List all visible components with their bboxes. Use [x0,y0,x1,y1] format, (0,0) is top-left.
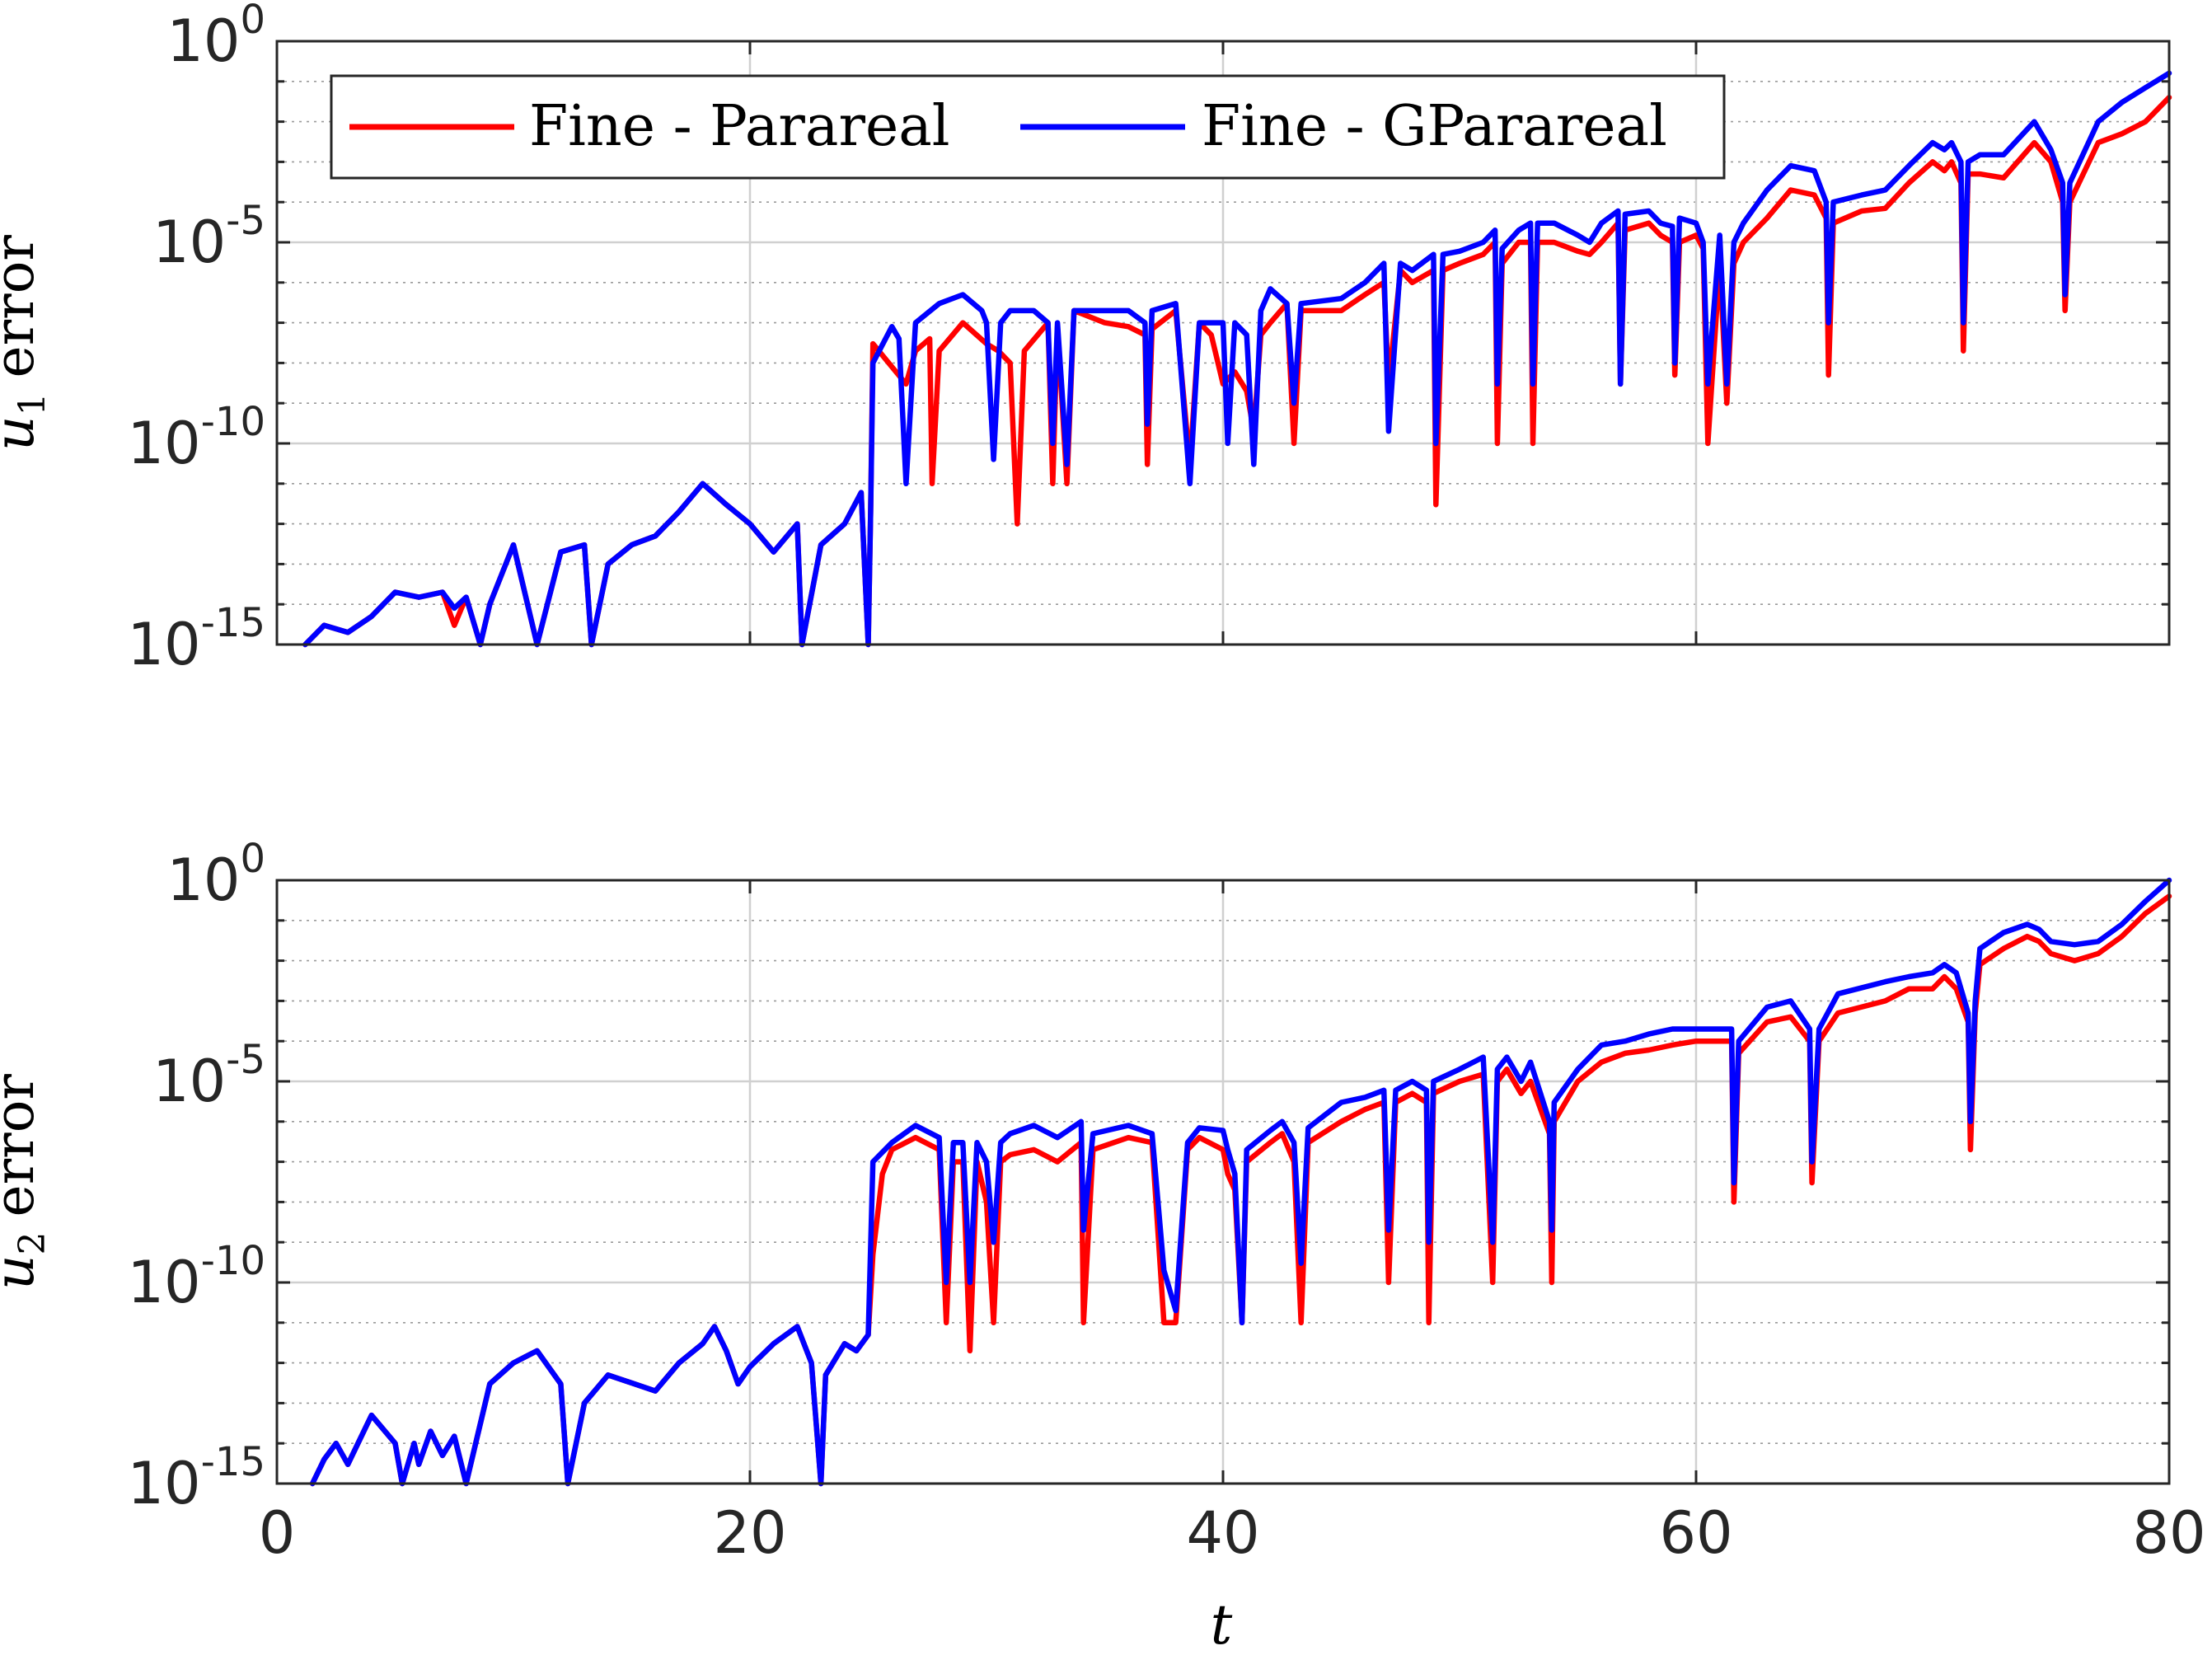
y-tick-base: 10 [152,1048,226,1115]
y-tick-label: 10-5 [152,1037,265,1115]
y-tick-label: 100 [166,836,265,914]
x-tick-label: 20 [713,1499,786,1567]
series-line-gparareal [309,877,2172,1487]
y-tick-exponent: -10 [201,399,265,445]
y-axis-label-rest: error [0,1074,46,1217]
y-tick-label: 10-5 [152,198,265,276]
y-tick-exponent: 0 [240,836,265,882]
y-tick-label: 10-10 [128,399,265,477]
y-tick-exponent: -15 [201,1439,265,1485]
y-tick-base: 10 [166,7,240,75]
x-axis-label: t [1211,1593,1233,1655]
x-tick-label: 40 [1186,1499,1259,1567]
y-tick-exponent: -5 [226,1037,265,1083]
legend-label-gparareal: Fine - GParareal [1202,94,1667,159]
series-lines [302,70,2172,648]
y-axis-label: u1 error [0,235,54,451]
y-tick-label: 10-15 [128,600,265,678]
x-tick-label: 60 [1659,1499,1732,1567]
y-tick-base: 10 [128,1249,201,1316]
series-line-gparareal [302,70,2172,648]
y-tick-exponent: -5 [226,198,265,244]
y-tick-label: 10-10 [128,1238,265,1316]
y-tick-base: 10 [128,1450,201,1517]
y-tick-base: 10 [152,209,226,276]
y-axis-label: u2 error [0,1074,54,1290]
y-axis-label-rest: error [0,235,46,378]
x-tick-label: 0 [259,1499,296,1567]
y-axis-label-sub: 2 [12,1231,54,1254]
y-tick-label: 10-15 [128,1439,265,1517]
y-tick-exponent: 0 [240,0,265,43]
y-tick-label: 100 [166,0,265,75]
y-axis-label-var: u [0,1254,46,1290]
legend: Fine - Parareal Fine - GParareal [330,74,1726,180]
y-tick-exponent: -10 [201,1238,265,1284]
y-tick-exponent: -15 [201,600,265,646]
y-tick-base: 10 [166,846,240,914]
y-tick-base: 10 [128,611,201,678]
series-lines [309,877,2172,1487]
y-axis-label-sub: 1 [12,392,54,415]
x-tick-label: 80 [2132,1499,2205,1567]
y-axis-label-var: u [0,415,46,451]
legend-label-parareal: Fine - Parareal [529,94,950,159]
y-tick-base: 10 [128,410,201,477]
